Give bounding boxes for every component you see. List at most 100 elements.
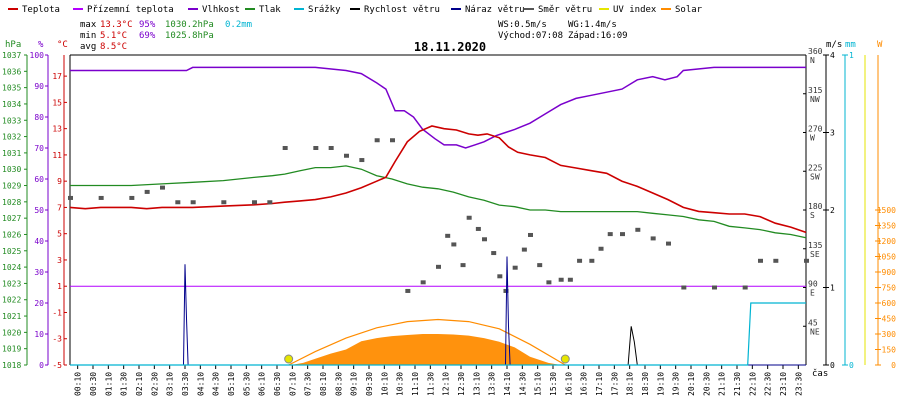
uv-tick-label-10: 0 <box>891 361 896 370</box>
temperature-line <box>69 125 807 234</box>
wind-direction-point-17 <box>405 288 411 293</box>
wind-direction-point-18 <box>420 280 426 285</box>
stat-min-temp: 5.1°C <box>100 31 127 41</box>
solar-area <box>290 334 561 365</box>
x-tick-label-26: 13:10 <box>472 372 481 396</box>
pct-tick-label-4: 60 <box>34 175 44 184</box>
uv-tick-label-3: 1050 <box>877 253 896 262</box>
x-tick-label-23: 11:30 <box>426 372 435 396</box>
uv-tick-label-1: 1350 <box>877 222 896 231</box>
wind-direction-point-30 <box>521 247 527 252</box>
x-tick-label-25: 12:30 <box>457 372 466 396</box>
x-tick-label-5: 02:30 <box>150 372 159 396</box>
wind-direction-point-44 <box>681 285 687 290</box>
x-tick-label-7: 03:30 <box>181 372 190 396</box>
x-tick-label-13: 06:30 <box>273 372 282 396</box>
stat-max-humidity: 95% <box>139 20 156 30</box>
stat-max-temp: 13.3°C <box>100 20 133 30</box>
wind-direction-point-40 <box>620 232 625 237</box>
temp-tick-label-9: -1 <box>52 308 62 317</box>
x-tick-label-18: 09:10 <box>350 372 359 396</box>
temp-tick-label-8: 1 <box>57 282 62 291</box>
wind-direction-point-35 <box>567 277 573 282</box>
x-axis: 00:10 00:30 01:10 01:30 02:10 02:30 03:10 03:30… <box>74 365 803 396</box>
left-axes: 1037103610351034103310321031103010291028… <box>2 51 67 370</box>
wind-direction-point-42 <box>650 236 656 241</box>
dir-compass-label-7: NE <box>810 327 820 336</box>
stat-min-humidity: 69% <box>139 31 156 41</box>
wind-direction-point-32 <box>537 263 543 268</box>
uv-tick-label-0: 1500 <box>877 206 896 215</box>
mm-axis-title: mm <box>845 40 856 50</box>
wind-direction-point-33 <box>546 280 552 285</box>
temp-axis-title: °C <box>57 40 68 50</box>
ms-tick-label-2: 2 <box>830 206 835 215</box>
x-tick-label-42: 21:10 <box>718 372 727 396</box>
x-tick-label-14: 07:10 <box>288 372 297 396</box>
x-tick-label-2: 01:10 <box>104 372 113 396</box>
hpa-tick-label-8: 1029 <box>2 182 21 191</box>
wind-direction-point-19 <box>436 264 441 269</box>
legend-label-8: UV index <box>613 5 657 15</box>
x-tick-label-39: 19:30 <box>672 372 681 396</box>
legend-label-6: Náraz větru <box>465 5 525 15</box>
dir-tick-label-5: 135 <box>808 241 823 250</box>
uv-tick-label-6: 600 <box>882 299 897 308</box>
hpa-tick-label-16: 1021 <box>2 312 21 321</box>
x-tick-label-12: 06:10 <box>258 372 267 396</box>
stats-panel: max 13.3°C 95% 1030.2hPa 0.2mm min 5.1°C… <box>80 20 628 52</box>
x-tick-label-29: 14:30 <box>518 372 527 396</box>
wind-direction-point-48 <box>773 258 779 263</box>
x-tick-label-31: 15:30 <box>549 372 558 396</box>
x-tick-label-3: 01:30 <box>120 372 129 396</box>
x-tick-label-40: 20:10 <box>687 372 696 396</box>
dir-compass-label-3: SW <box>810 172 820 181</box>
wind-direction-point-22 <box>460 263 466 268</box>
temp-tick-label-11: -5 <box>52 361 62 370</box>
wind-direction-point-29 <box>512 265 518 270</box>
wind-direction-point-45 <box>712 285 717 290</box>
dir-tick-label-0: 360 <box>808 47 823 56</box>
x-tick-label-44: 22:10 <box>748 372 757 396</box>
legend-label-7: Směr větru <box>538 5 592 15</box>
wind-direction-point-10 <box>282 146 288 150</box>
wind-direction-point-9 <box>267 200 273 205</box>
wind-direction-point-21 <box>451 242 457 247</box>
sunrise-marker <box>284 354 294 364</box>
x-tick-label-0: 00:10 <box>74 372 83 396</box>
precipitation-line <box>70 302 806 366</box>
hpa-tick-label-4: 1033 <box>2 116 21 125</box>
legend-label-0: Teplota <box>22 5 60 15</box>
hpa-tick-label-3: 1034 <box>2 100 21 109</box>
wind-direction-point-15 <box>374 138 380 143</box>
ms-tick-label-4: 0 <box>830 361 835 370</box>
pct-tick-label-5: 50 <box>34 206 44 215</box>
stat-avg-temp: 8.5°C <box>100 42 127 52</box>
stat-ws: WS:0.5m/s <box>498 20 547 30</box>
stat-wg: WG:1.4m/s <box>568 20 617 30</box>
pct-tick-label-2: 80 <box>34 113 44 122</box>
dir-tick-label-6: 90 <box>808 280 818 289</box>
wind-direction-point-12 <box>328 146 334 150</box>
wind-direction-point-14 <box>359 158 365 163</box>
x-tick-label-43: 21:30 <box>733 372 742 396</box>
x-tick-label-8: 04:10 <box>196 372 205 396</box>
wind-direction-point-39 <box>607 232 613 237</box>
axis-titles: hPa % °C m/s mm W čas <box>5 40 883 379</box>
stat-max-rain: 0.2mm <box>225 20 252 30</box>
x-tick-label-28: 14:10 <box>503 372 512 396</box>
wind-direction-point-25 <box>482 237 487 242</box>
wind-direction-point-8 <box>252 200 257 205</box>
x-tick-label-34: 17:10 <box>595 372 604 396</box>
wind-direction-point-6 <box>190 200 196 205</box>
x-tick-label-19: 09:30 <box>365 372 374 396</box>
temp-tick-label-7: 3 <box>57 256 62 265</box>
ms-axis-title: m/s <box>826 40 842 50</box>
wind-direction-point-31 <box>528 232 533 237</box>
uv-tick-label-5: 750 <box>882 284 897 293</box>
hpa-axis-title: hPa <box>5 40 21 50</box>
hpa-tick-label-11: 1026 <box>2 230 21 239</box>
stat-min-pressure: 1025.8hPa <box>165 31 214 41</box>
legend-label-1: Přízemní teplota <box>87 5 174 15</box>
hpa-tick-label-10: 1027 <box>2 214 21 223</box>
